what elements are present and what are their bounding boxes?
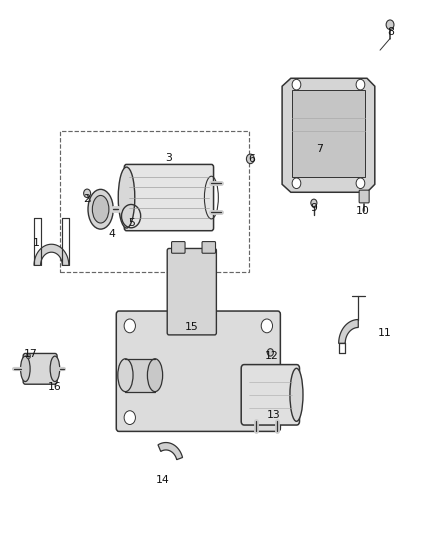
- FancyBboxPatch shape: [167, 248, 216, 335]
- Ellipse shape: [88, 189, 113, 229]
- Text: 3: 3: [166, 153, 173, 163]
- Circle shape: [292, 178, 301, 189]
- Text: 17: 17: [24, 349, 38, 359]
- Ellipse shape: [148, 359, 162, 392]
- Circle shape: [124, 319, 135, 333]
- Text: 6: 6: [248, 154, 254, 164]
- Ellipse shape: [118, 359, 133, 392]
- Circle shape: [356, 79, 365, 90]
- Text: 12: 12: [265, 351, 279, 361]
- Bar: [60, 131, 250, 272]
- Text: 16: 16: [48, 382, 61, 392]
- Polygon shape: [339, 319, 358, 343]
- Text: 7: 7: [316, 144, 322, 154]
- Text: 1: 1: [33, 238, 40, 248]
- Text: 9: 9: [311, 203, 317, 213]
- Circle shape: [261, 319, 272, 333]
- Circle shape: [356, 178, 365, 189]
- Polygon shape: [282, 78, 375, 192]
- FancyBboxPatch shape: [202, 241, 215, 253]
- Ellipse shape: [118, 167, 135, 228]
- Ellipse shape: [21, 356, 30, 382]
- Ellipse shape: [92, 196, 109, 223]
- Circle shape: [26, 353, 31, 359]
- FancyBboxPatch shape: [23, 353, 57, 384]
- Circle shape: [311, 199, 317, 207]
- Circle shape: [292, 79, 301, 90]
- Text: 5: 5: [128, 218, 135, 228]
- Text: 15: 15: [185, 322, 199, 333]
- Polygon shape: [292, 91, 365, 177]
- FancyBboxPatch shape: [241, 365, 300, 425]
- Text: 4: 4: [109, 229, 116, 239]
- Circle shape: [124, 411, 135, 424]
- FancyBboxPatch shape: [359, 190, 369, 203]
- Ellipse shape: [290, 368, 303, 421]
- FancyBboxPatch shape: [116, 311, 280, 431]
- Polygon shape: [34, 244, 69, 265]
- Circle shape: [261, 411, 272, 424]
- Text: 10: 10: [356, 206, 370, 216]
- Circle shape: [267, 349, 273, 356]
- Ellipse shape: [50, 356, 60, 382]
- Circle shape: [386, 20, 394, 29]
- Text: 2: 2: [83, 193, 90, 204]
- Bar: [125, 359, 155, 392]
- Text: 13: 13: [267, 410, 280, 420]
- Text: 8: 8: [388, 27, 394, 37]
- FancyBboxPatch shape: [172, 241, 185, 253]
- Circle shape: [84, 189, 91, 198]
- Polygon shape: [158, 442, 183, 459]
- Text: 11: 11: [378, 328, 391, 338]
- FancyBboxPatch shape: [124, 165, 214, 231]
- Circle shape: [247, 154, 254, 164]
- Text: 14: 14: [155, 475, 170, 485]
